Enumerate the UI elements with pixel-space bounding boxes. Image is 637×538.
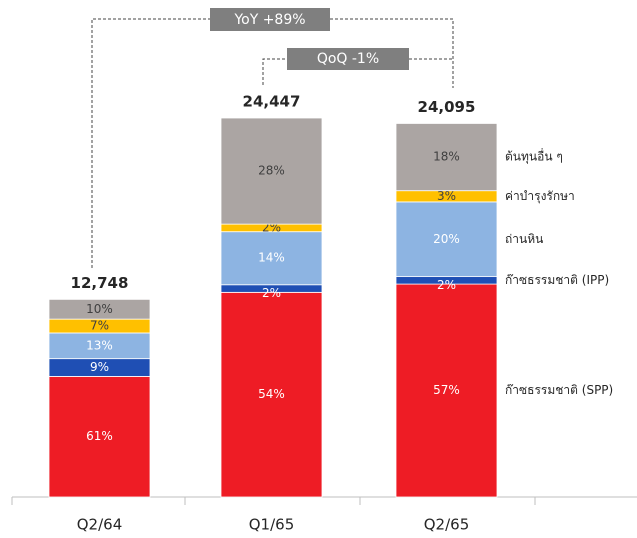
segment-label: 20% bbox=[433, 232, 460, 246]
bar-segment bbox=[48, 376, 151, 498]
bar-segment bbox=[48, 332, 151, 360]
segment-label: 61% bbox=[86, 429, 113, 443]
yoy-label: YoY +89% bbox=[233, 12, 305, 28]
segment-label: 54% bbox=[258, 387, 285, 401]
legend-label: ต้นทุนอื่น ๆ bbox=[505, 148, 563, 165]
x-tick-label: Q2/64 bbox=[77, 516, 123, 534]
legend-label: ถ่านหิน bbox=[505, 232, 543, 246]
legend-label: ค่าบำรุงรักษา bbox=[505, 189, 575, 204]
segment-label: 18% bbox=[433, 150, 460, 164]
yoy-bracket-left bbox=[91, 18, 210, 268]
bar-segment bbox=[395, 201, 498, 278]
total-label: 24,095 bbox=[418, 98, 476, 116]
x-tick-label: Q2/65 bbox=[424, 516, 470, 534]
legend-label: ก๊าซธรรมชาติ (SPP) bbox=[505, 383, 613, 397]
annotation-lines bbox=[91, 18, 454, 268]
segment-label: 2% bbox=[262, 286, 281, 300]
legend-label: ก๊าซธรรมชาติ (IPP) bbox=[505, 273, 609, 287]
qoq-bracket-left bbox=[262, 58, 287, 85]
segment-label: 57% bbox=[433, 383, 460, 397]
total-label: 12,748 bbox=[71, 274, 129, 292]
segment-label: 7% bbox=[90, 319, 109, 333]
bar-segment bbox=[395, 283, 498, 498]
segment-label: 3% bbox=[437, 189, 456, 203]
bar-segment bbox=[220, 117, 323, 225]
segment-label: 10% bbox=[86, 302, 113, 316]
yoy-box bbox=[210, 8, 330, 31]
bar-segment bbox=[48, 298, 151, 320]
segment-label: 14% bbox=[258, 251, 285, 265]
x-tick-label: Q1/65 bbox=[249, 516, 295, 534]
bar-segment bbox=[395, 123, 498, 192]
qoq-box bbox=[287, 48, 409, 70]
qoq-label: QoQ -1% bbox=[317, 51, 379, 67]
segment-label: 2% bbox=[437, 278, 456, 292]
segment-label: 28% bbox=[258, 164, 285, 178]
segment-label: 9% bbox=[90, 360, 109, 374]
bar-segment bbox=[220, 291, 323, 498]
yoy-bracket-right bbox=[330, 18, 454, 88]
segment-label: 13% bbox=[86, 338, 113, 352]
total-label: 24,447 bbox=[243, 93, 301, 111]
